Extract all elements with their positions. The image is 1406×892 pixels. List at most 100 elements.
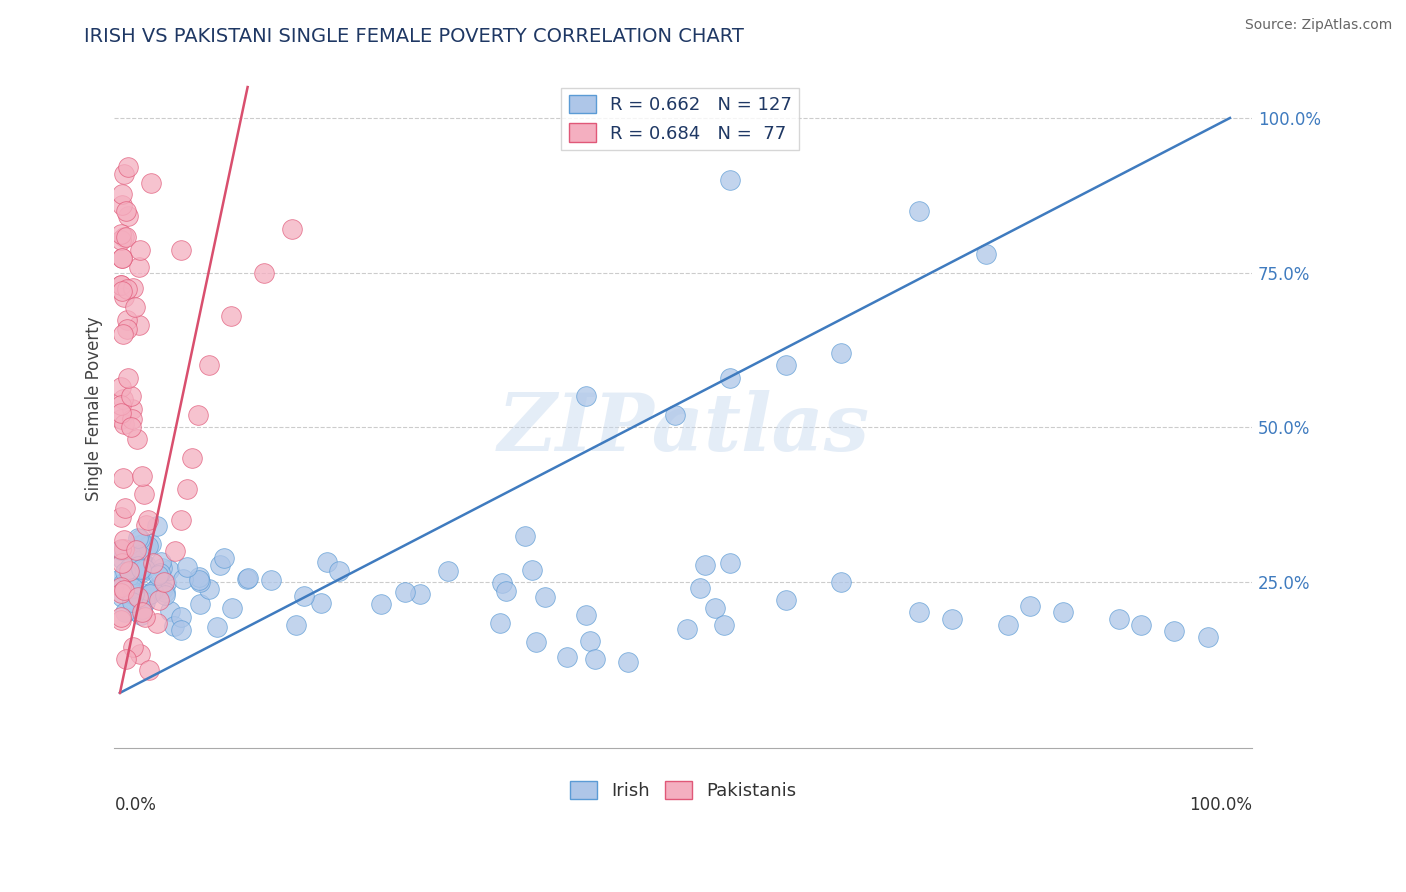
Point: [120, 564, 142, 578]
Legend: Irish, Pakistanis: Irish, Pakistanis: [562, 773, 804, 807]
Point: [114, 576, 136, 591]
Point: [830, 346, 852, 360]
Point: [114, 605, 136, 619]
Point: [121, 281, 143, 295]
Point: [409, 587, 432, 601]
Point: [120, 566, 142, 581]
Point: [117, 209, 139, 223]
Point: [111, 580, 134, 594]
Point: [170, 243, 193, 257]
Text: ZIPatlas: ZIPatlas: [498, 390, 869, 467]
Point: [513, 529, 536, 543]
Point: [617, 655, 640, 669]
Point: [145, 582, 167, 596]
Point: [129, 607, 152, 622]
Point: [114, 566, 136, 580]
Point: [1019, 599, 1042, 614]
Point: [142, 584, 165, 599]
Point: [129, 553, 152, 567]
Point: [120, 420, 142, 434]
Point: [1163, 624, 1185, 638]
Point: [121, 595, 143, 609]
Point: [394, 584, 416, 599]
Point: [941, 612, 963, 626]
Point: [121, 401, 143, 416]
Point: [908, 203, 931, 218]
Point: [134, 591, 156, 606]
Point: [114, 501, 136, 516]
Point: [110, 198, 132, 212]
Point: [713, 618, 735, 632]
Point: [159, 604, 181, 618]
Point: [121, 589, 143, 603]
Point: [127, 532, 149, 546]
Point: [260, 574, 283, 588]
Point: [110, 278, 132, 293]
Point: [118, 561, 141, 575]
Point: [138, 663, 160, 677]
Point: [188, 574, 211, 589]
Point: [110, 406, 132, 420]
Point: [117, 579, 139, 593]
Point: [146, 579, 169, 593]
Point: [114, 203, 136, 218]
Point: [495, 583, 517, 598]
Point: [124, 567, 146, 582]
Point: [664, 408, 686, 422]
Point: [111, 556, 134, 570]
Point: [129, 647, 152, 661]
Point: [112, 392, 135, 406]
Point: [110, 227, 132, 241]
Point: [219, 309, 242, 323]
Point: [110, 187, 132, 202]
Point: [134, 595, 156, 609]
Point: [112, 417, 135, 431]
Point: [176, 559, 198, 574]
Point: [121, 592, 143, 607]
Point: [316, 556, 339, 570]
Point: [127, 558, 149, 573]
Point: [135, 558, 157, 572]
Point: [110, 580, 132, 594]
Point: [124, 586, 146, 600]
Point: [115, 652, 138, 666]
Point: [1197, 630, 1219, 644]
Text: Source: ZipAtlas.com: Source: ZipAtlas.com: [1244, 18, 1392, 32]
Point: [128, 318, 150, 332]
Point: [187, 570, 209, 584]
Point: [129, 549, 152, 563]
Point: [150, 560, 173, 574]
Point: [128, 260, 150, 274]
Point: [135, 518, 157, 533]
Point: [142, 556, 165, 570]
Point: [176, 482, 198, 496]
Point: [132, 557, 155, 571]
Point: [557, 650, 579, 665]
Point: [146, 518, 169, 533]
Point: [285, 618, 308, 632]
Point: [522, 563, 544, 577]
Point: [114, 533, 136, 547]
Point: [720, 556, 742, 570]
Point: [111, 251, 134, 265]
Point: [437, 564, 460, 578]
Point: [689, 581, 711, 595]
Point: [197, 358, 219, 372]
Point: [110, 380, 132, 394]
Point: [575, 389, 598, 403]
Point: [115, 322, 138, 336]
Point: [221, 601, 243, 615]
Point: [181, 450, 204, 465]
Point: [165, 543, 187, 558]
Point: [170, 623, 193, 637]
Point: [136, 513, 159, 527]
Point: [134, 610, 156, 624]
Point: [153, 585, 176, 599]
Point: [125, 543, 148, 558]
Point: [134, 562, 156, 576]
Point: [152, 582, 174, 596]
Point: [157, 563, 180, 577]
Point: [125, 433, 148, 447]
Point: [309, 596, 332, 610]
Point: [169, 610, 191, 624]
